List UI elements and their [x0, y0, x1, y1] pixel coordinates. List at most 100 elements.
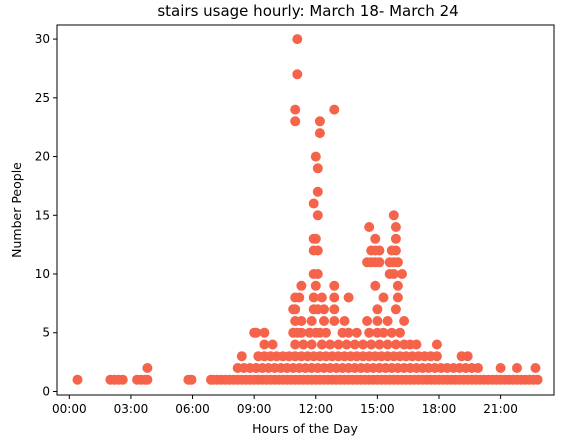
data-point-175 [325, 339, 336, 350]
data-point-134 [512, 363, 522, 373]
data-point-273 [292, 69, 303, 80]
data-point-220 [319, 304, 329, 315]
data-point-168 [462, 351, 473, 362]
data-point-241 [397, 269, 407, 279]
data-point-207 [296, 316, 307, 326]
data-point-132 [473, 363, 483, 373]
data-point-240 [388, 269, 399, 279]
data-point-177 [341, 339, 352, 350]
data-point-183 [390, 339, 401, 350]
data-point-238 [312, 269, 323, 279]
x-tick-label-4: 12:00 [298, 402, 333, 416]
data-point-272 [329, 104, 340, 115]
data-point-225 [294, 292, 305, 303]
data-point-135 [530, 363, 541, 373]
data-point-215 [399, 316, 410, 326]
data-point-210 [329, 316, 340, 326]
data-point-232 [296, 280, 307, 291]
y-tick-label-3: 15 [35, 208, 50, 222]
data-point-227 [316, 292, 327, 303]
x-tick-label-5: 15:00 [360, 402, 395, 416]
data-point-274 [292, 34, 303, 45]
data-point-170 [267, 339, 278, 350]
data-point-260 [364, 222, 375, 232]
data-point-4 [117, 374, 128, 385]
data-point-133 [495, 363, 506, 373]
data-point-171 [290, 339, 301, 350]
data-point-204 [386, 327, 397, 338]
data-point-270 [314, 116, 325, 127]
data-point-193 [296, 327, 307, 338]
data-point-261 [390, 222, 401, 232]
data-points [72, 34, 543, 385]
data-point-190 [259, 327, 270, 338]
data-point-180 [366, 339, 377, 350]
data-point-262 [312, 210, 323, 221]
data-point-186 [411, 339, 422, 350]
data-point-189 [251, 327, 262, 338]
data-point-223 [390, 304, 401, 315]
data-point-212 [362, 316, 373, 326]
data-point-251 [374, 245, 385, 256]
data-point-266 [312, 163, 323, 174]
x-tick-label-3: 09:00 [237, 402, 272, 416]
data-point-257 [310, 233, 321, 244]
y-axis-label: Number People [9, 162, 24, 258]
data-point-213 [372, 316, 383, 326]
x-tick-label-2: 06:00 [175, 402, 210, 416]
data-point-211 [339, 316, 350, 326]
data-point-136 [236, 351, 247, 362]
data-point-166 [431, 351, 442, 362]
data-point-182 [382, 339, 393, 350]
data-point-268 [314, 128, 325, 139]
data-point-229 [343, 292, 354, 303]
data-point-208 [306, 316, 317, 326]
data-point-217 [290, 304, 301, 315]
data-point-92 [532, 374, 543, 385]
y-tick-label-5: 25 [35, 91, 50, 105]
x-axis: 00:00 03:00 06:00 09:00 12:00 15:00 18:00 21:00 [52, 395, 518, 416]
data-point-267 [310, 151, 321, 162]
chart-title: stairs usage hourly: March 18- March 24 [157, 2, 458, 20]
data-point-255 [312, 245, 323, 256]
x-tick-label-6: 18:00 [422, 402, 457, 416]
data-point-235 [370, 280, 381, 291]
data-point-248 [392, 257, 403, 268]
data-point-9 [142, 363, 153, 373]
data-point-8 [142, 374, 153, 385]
data-point-11 [186, 374, 197, 385]
x-tick-label-1: 03:00 [114, 402, 149, 416]
y-tick-label-2: 10 [35, 267, 50, 281]
data-point-169 [259, 339, 270, 350]
y-tick-label-1: 5 [42, 326, 50, 340]
y-tick-label-4: 20 [35, 150, 50, 164]
data-point-187 [431, 339, 442, 350]
data-point-236 [392, 280, 403, 291]
data-point-221 [329, 304, 340, 315]
data-point-181 [374, 339, 385, 350]
data-point-226 [308, 292, 319, 303]
data-point-258 [370, 233, 381, 244]
data-point-201 [364, 327, 375, 338]
data-point-264 [308, 198, 319, 209]
data-point-263 [388, 210, 399, 221]
data-point-230 [378, 292, 389, 303]
data-point-253 [390, 245, 401, 256]
data-point-199 [343, 327, 354, 338]
data-point-174 [316, 339, 327, 350]
data-point-228 [329, 292, 340, 303]
data-point-231 [392, 292, 403, 303]
data-point-234 [329, 280, 340, 291]
y-tick-label-6: 30 [35, 32, 50, 46]
data-point-271 [290, 104, 301, 115]
data-point-269 [290, 116, 301, 127]
data-point-0 [72, 374, 83, 385]
data-point-265 [312, 186, 323, 197]
data-point-172 [298, 339, 309, 350]
data-point-209 [319, 316, 329, 326]
data-point-259 [390, 233, 401, 244]
x-tick-label-0: 00:00 [52, 402, 87, 416]
data-point-233 [310, 280, 321, 291]
data-point-178 [349, 339, 360, 350]
data-point-179 [358, 339, 368, 350]
